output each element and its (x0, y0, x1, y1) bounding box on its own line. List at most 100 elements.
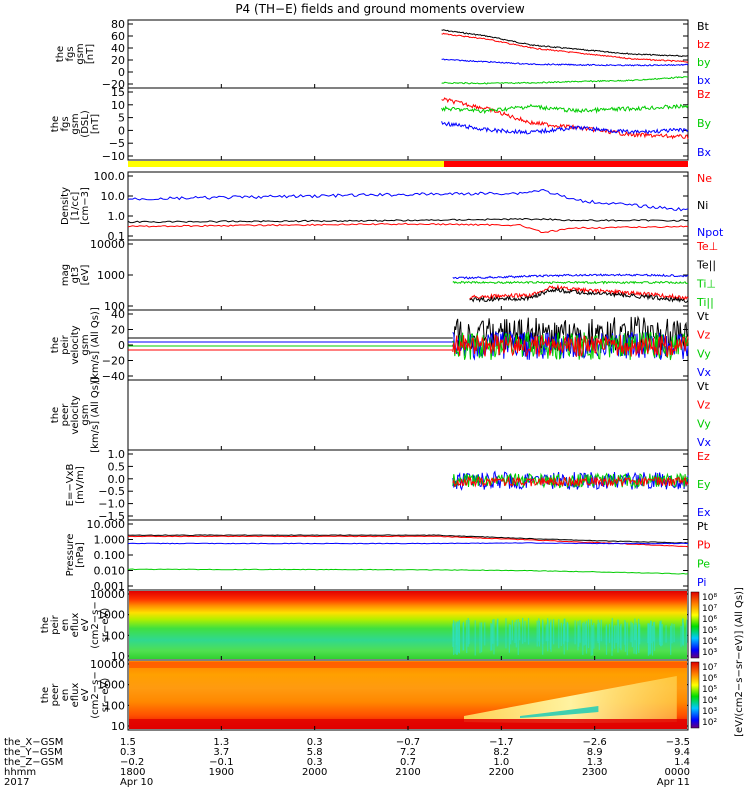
ylabel-line: (cm2−s− (90, 671, 101, 718)
ylabel-line: velocity (70, 325, 81, 364)
ytick-label: −1.0 (98, 498, 125, 511)
xtick-label: Apr 11 (657, 777, 690, 788)
trace-npot (127, 188, 689, 212)
ytick-label: −20 (102, 355, 125, 368)
ylabel-line: the (40, 617, 51, 633)
trace-bt (441, 29, 689, 58)
ytick-label: 1000 (97, 269, 125, 282)
xtick-label: 0.3 (120, 747, 136, 758)
xaxis-row-label: the_X−GSM (4, 737, 63, 748)
ylabel-line: eflux (70, 683, 81, 708)
figure-title: P4 (TH−E) fields and ground moments over… (235, 2, 525, 16)
ytick-label: −5 (109, 137, 125, 150)
spectrogram-peer-cyan (520, 706, 599, 718)
ylabel-line: mag (60, 264, 71, 286)
panel-frame-fgs_gsm (127, 19, 689, 89)
ytick-label: 10.0 (101, 190, 126, 203)
ylabel-line: eV (80, 688, 91, 701)
xtick-label: 7.2 (400, 747, 416, 758)
panel-frame-fgs_gsm_dsl (127, 87, 689, 161)
ylabel-line: the (50, 116, 61, 132)
xtick-label: 0.7 (400, 757, 416, 768)
spectrogram-peer-hole (464, 676, 677, 723)
trace-ne (127, 222, 689, 233)
ytick-label: 40 (111, 308, 125, 321)
ytick-label: 10000 (90, 658, 125, 671)
xtick-label: 8.9 (587, 747, 603, 758)
trace-pe (127, 568, 689, 575)
trace-pt (127, 534, 689, 544)
ytick-label: 20 (111, 324, 125, 337)
xaxis-row-label: hhmm (4, 767, 36, 778)
ylabel-line: the (50, 337, 61, 353)
colorbar-tick: 10² (702, 718, 717, 728)
panel-frame-peer_velocity (127, 379, 689, 451)
spectrogram-peer-bottom (129, 719, 687, 729)
ylabel-line: the (50, 407, 61, 423)
xtick-label: 1.5 (120, 737, 136, 748)
legend-vx: Vx (697, 366, 712, 379)
xtick-label: 2100 (395, 767, 420, 778)
ylabel-line: [km/s] (All Qs)] (90, 377, 101, 453)
ytick-label: 80 (111, 18, 125, 31)
ytick-label: 10 (111, 99, 125, 112)
xtick-label: 1.3 (587, 757, 603, 768)
trace-ez (452, 475, 689, 488)
legend-ex: Ex (697, 506, 711, 519)
trace-pb (128, 535, 689, 548)
ytick-label: 0.1 (108, 230, 126, 243)
colorbar-peir (690, 591, 700, 659)
colorbar-tick: 10⁸ (702, 593, 717, 603)
legend-bx: Bx (697, 146, 712, 159)
ylabel-peir_velocity: the peir velocity gsm [km/s] (All Qs)] (50, 307, 101, 383)
xtick-label: −0.7 (396, 737, 420, 748)
ylabel-density: Density [1/cc] [cm−3] (60, 187, 91, 225)
trace-ti-par (452, 280, 688, 285)
xtick-label: 2000 (302, 767, 327, 778)
ytick-label: 0.100 (94, 549, 126, 562)
spectrogram-peir (129, 591, 687, 659)
status-bar-fast-survey (444, 161, 688, 167)
ytick-label: −1.5 (98, 510, 125, 523)
legend-by: by (697, 56, 711, 69)
xtick-label: 1.4 (674, 757, 690, 768)
trace-pi (127, 542, 689, 545)
xtick-label: 0.3 (307, 757, 323, 768)
ytick-label: 0 (118, 339, 125, 352)
ytick-label: 1000 (97, 609, 125, 622)
ylabel-fgs_gsm: the fgs gsm [nT] (55, 43, 96, 64)
trace-ti-perp (469, 283, 689, 301)
ylabel-line: [km/s] (All Qs)] (90, 307, 101, 383)
xaxis-row-label: 2017 (4, 777, 29, 788)
panel-frame-pressure (127, 519, 689, 591)
ytick-label: 40 (111, 42, 125, 55)
trace-bz (441, 32, 689, 63)
ylabel-temperature: mag gt3 [eV] (60, 264, 91, 286)
legend-bz: bz (697, 38, 710, 51)
trace-te-perp (452, 273, 689, 280)
ylabel-line: sr−eV) (100, 678, 111, 713)
xaxis-row-label: the_Z−GSM (4, 757, 63, 768)
ytick-label: 10.000 (87, 518, 126, 531)
ylabel-line: peir (50, 614, 61, 634)
trace-dsl-by (441, 103, 689, 115)
colorbar-tick: 10⁶ (702, 674, 717, 684)
legend-vx: Vx (697, 436, 712, 449)
ylabel-line: Density (60, 187, 71, 225)
ylabel-line: E=−VxB (65, 464, 76, 507)
xtick-label: −1.7 (489, 737, 513, 748)
trace-by (441, 76, 689, 85)
ylabel-line: peer (60, 403, 71, 427)
ytick-label: 10 (111, 720, 125, 733)
ylabel-line: the (40, 687, 51, 703)
ytick-label: 0 (118, 66, 125, 79)
ytick-label: 100.0 (94, 170, 126, 183)
ylabel-line: [cm−3] (80, 187, 91, 225)
legend-vz: Vz (697, 399, 711, 412)
xtick-label: 0.3 (307, 737, 323, 748)
ylabel-peir_eflux: the peir en eflux eV (cm2−s− sr−eV) (40, 601, 111, 648)
legend-vy: Vy (697, 347, 711, 360)
ylabel-line: Pressure (65, 534, 76, 577)
trace-ni (127, 217, 689, 224)
